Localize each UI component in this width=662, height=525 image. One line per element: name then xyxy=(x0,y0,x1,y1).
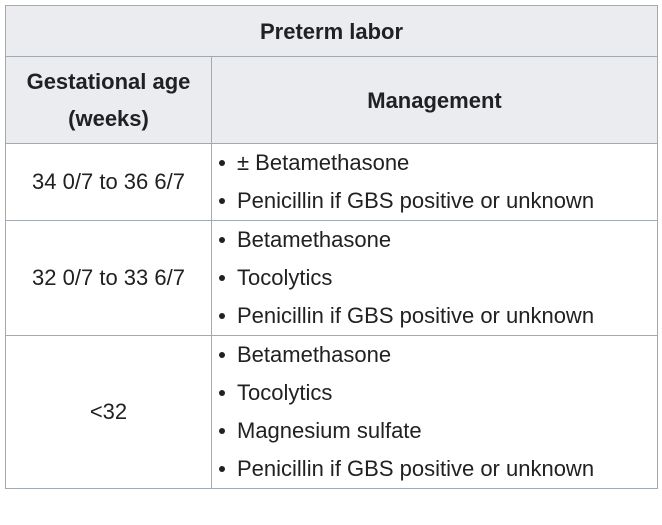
table-title-row: Preterm labor xyxy=(5,5,658,57)
list-item: Penicillin if GBS positive or unknown xyxy=(212,297,657,335)
list-item: Magnesium sulfate xyxy=(212,412,657,450)
list-item: ± Betamethasone xyxy=(212,144,657,182)
age-cell: <32 xyxy=(5,335,212,489)
table-header-row: Gestational age (weeks) Management xyxy=(5,56,658,144)
gestational-age-header-line2: (weeks) xyxy=(68,106,149,131)
management-cell: Betamethasone Tocolytics Penicillin if G… xyxy=(211,220,658,336)
list-item: Penicillin if GBS positive or unknown xyxy=(212,182,657,220)
list-item: Tocolytics xyxy=(212,259,657,297)
management-list: ± Betamethasone Penicillin if GBS positi… xyxy=(212,144,657,220)
management-list: Betamethasone Tocolytics Penicillin if G… xyxy=(212,221,657,335)
preterm-labor-table: Preterm labor Gestational age (weeks) Ma… xyxy=(5,5,658,489)
list-item: Penicillin if GBS positive or unknown xyxy=(212,450,657,488)
management-cell: Betamethasone Tocolytics Magnesium sulfa… xyxy=(211,335,658,489)
table-title: Preterm labor xyxy=(5,5,658,57)
age-cell: 34 0/7 to 36 6/7 xyxy=(5,143,212,221)
age-cell: 32 0/7 to 33 6/7 xyxy=(5,220,212,336)
management-cell: ± Betamethasone Penicillin if GBS positi… xyxy=(211,143,658,221)
list-item: Betamethasone xyxy=(212,221,657,259)
table-row: 32 0/7 to 33 6/7 Betamethasone Tocolytic… xyxy=(5,220,658,336)
table-row: <32 Betamethasone Tocolytics Magnesium s… xyxy=(5,335,658,489)
gestational-age-header: Gestational age (weeks) xyxy=(5,56,212,144)
list-item: Betamethasone xyxy=(212,336,657,374)
list-item: Tocolytics xyxy=(212,374,657,412)
management-list: Betamethasone Tocolytics Magnesium sulfa… xyxy=(212,336,657,488)
gestational-age-header-line1: Gestational age xyxy=(26,69,191,94)
table-row: 34 0/7 to 36 6/7 ± Betamethasone Penicil… xyxy=(5,143,658,221)
management-header: Management xyxy=(211,56,658,144)
